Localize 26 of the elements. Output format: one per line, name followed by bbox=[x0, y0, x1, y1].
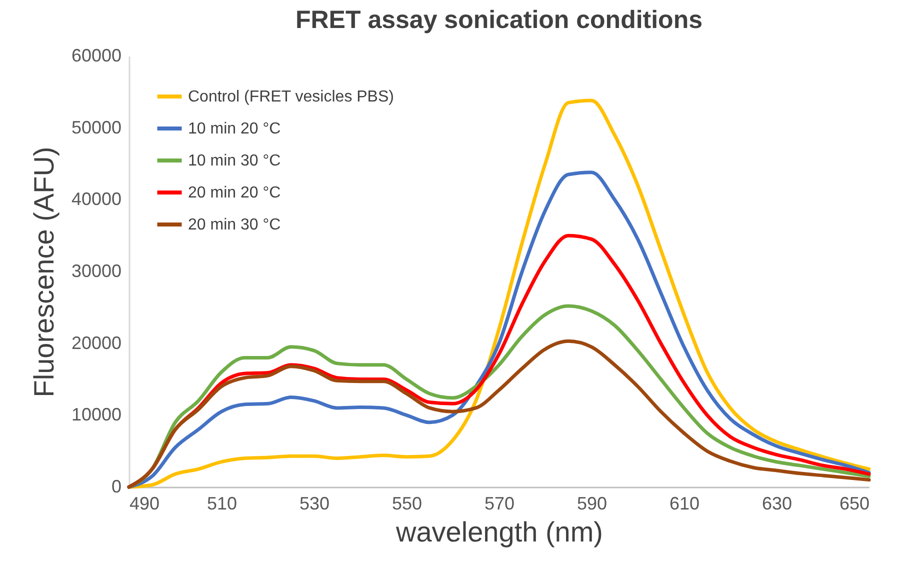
y-tick-label: 30000 bbox=[71, 261, 122, 281]
legend-label: 10 min 30 °C bbox=[188, 152, 281, 170]
x-tick-label: 490 bbox=[130, 494, 160, 514]
legend-label: 10 min 20 °C bbox=[188, 120, 281, 138]
legend-label: Control (FRET vesicles PBS) bbox=[188, 88, 394, 106]
y-tick-label: 40000 bbox=[71, 189, 122, 210]
legend-label: 20 min 20 °C bbox=[188, 184, 281, 202]
y-axis-title: Fluorescence (AFU) bbox=[28, 146, 60, 398]
x-tick-label: 590 bbox=[576, 494, 608, 514]
y-tick-label: 50000 bbox=[71, 117, 122, 138]
x-axis-title: wavelength (nm) bbox=[395, 516, 603, 548]
x-tick-label: 550 bbox=[392, 494, 422, 514]
y-tick-label: 10000 bbox=[71, 404, 122, 425]
x-tick-label: 610 bbox=[669, 494, 700, 514]
chart-title: FRET assay sonication conditions bbox=[295, 6, 703, 34]
x-tick-label: 630 bbox=[762, 494, 792, 514]
y-tick-label: 60000 bbox=[71, 46, 122, 66]
x-tick-label: 570 bbox=[484, 494, 515, 514]
y-tick-label: 0 bbox=[111, 476, 122, 496]
line-series bbox=[127, 339, 871, 489]
line-series bbox=[127, 170, 871, 489]
legend-label: 20 min 30 °C bbox=[188, 216, 281, 234]
x-tick-label: 650 bbox=[839, 494, 870, 514]
x-tick-label: 530 bbox=[299, 494, 330, 514]
x-tick-label: 510 bbox=[206, 494, 238, 514]
y-tick-label: 20000 bbox=[71, 332, 122, 353]
